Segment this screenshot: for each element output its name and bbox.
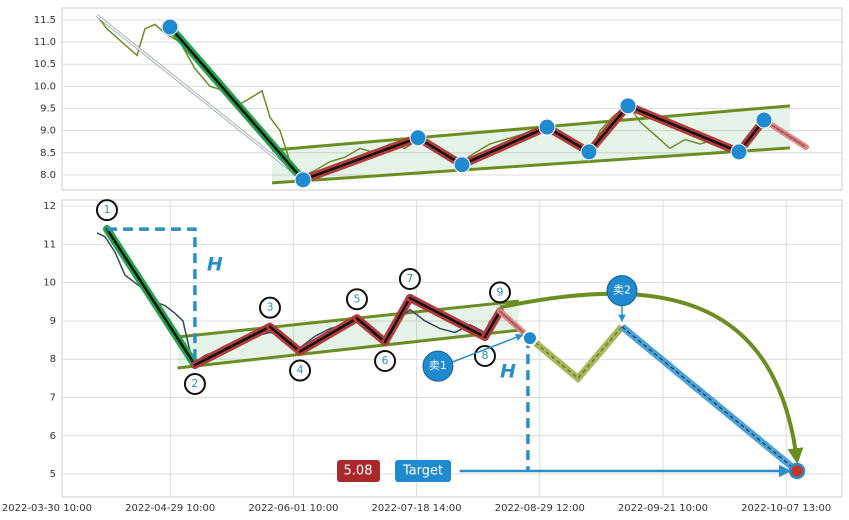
y-tick-label: 10.5 <box>34 59 56 70</box>
y-tick-label: 6 <box>50 431 56 442</box>
y-tick-label: 7 <box>50 392 56 403</box>
y-tick-label: 11.0 <box>34 37 56 48</box>
x-tick-label: 2022-03-30 10:00 <box>2 503 92 514</box>
pivot-dot <box>580 143 598 161</box>
x-tick-label: 2022-04-29 10:00 <box>125 503 215 514</box>
pivot-dot <box>294 171 312 189</box>
zigzag-line <box>460 125 549 167</box>
y-tick-label: 8 <box>50 354 56 365</box>
projection-line <box>529 326 623 380</box>
x-tick-label: 2022-09-21 10:00 <box>618 503 708 514</box>
channel-fill <box>272 105 790 183</box>
pivot-label: 2 <box>191 377 198 390</box>
pivot-label: 4 <box>297 364 304 377</box>
target-box <box>395 459 451 482</box>
y-tick-label: 12 <box>43 201 56 212</box>
pivot-label: 3 <box>266 301 273 314</box>
value-label: 5.08 <box>344 463 373 478</box>
y-tick-label: 8.0 <box>40 170 56 181</box>
pivot-dot <box>755 111 773 129</box>
pivot-dot <box>453 156 471 174</box>
channel-line <box>177 328 520 370</box>
pivot-dot <box>538 118 556 136</box>
pivot-label-circle <box>95 199 118 222</box>
y-tick-label: 10 <box>43 278 56 289</box>
h-label: H <box>500 361 516 383</box>
pivot-label-circle <box>374 349 397 372</box>
pivot-dot <box>730 143 748 161</box>
value-box <box>337 459 380 482</box>
pivot-dot <box>409 129 427 147</box>
sell-label: 卖1 <box>429 359 447 372</box>
bottom-plot-area <box>61 199 843 498</box>
sell-dot <box>521 330 538 347</box>
zigzag-line <box>355 317 387 344</box>
pivot-label-circle <box>398 267 421 290</box>
pivot-label: 7 <box>406 272 413 285</box>
pivot-label: 6 <box>382 354 389 367</box>
pivot-label: 9 <box>496 285 503 298</box>
zigzag-line <box>268 325 302 353</box>
channel-line <box>271 104 791 152</box>
zigzag-line <box>587 104 630 154</box>
y-tick-label: 10.0 <box>34 81 56 92</box>
pivot-label-circle <box>258 296 281 319</box>
channel-line <box>271 146 791 185</box>
h-measure <box>106 227 197 365</box>
y-tick-label: 9.5 <box>40 104 56 115</box>
zigzag-line <box>193 325 272 367</box>
target-label: Target <box>402 463 443 478</box>
projection-arc <box>499 291 804 465</box>
x-tick-label: 2022-10-07 13:00 <box>741 503 831 514</box>
zigzag-line <box>105 227 197 367</box>
zigzag-line <box>383 296 412 344</box>
sell-badge <box>606 275 638 307</box>
channel-fill <box>177 301 519 369</box>
sell-label: 卖2 <box>613 284 631 297</box>
x-tick-label: 2022-07-18 14:00 <box>372 503 462 514</box>
zigzag-line <box>298 317 359 353</box>
pivot-label-circle <box>289 359 312 382</box>
sell-pointer <box>451 333 524 363</box>
pivot-label-circle <box>345 288 368 311</box>
pivot-dot <box>161 18 179 36</box>
y-tick-label: 9.0 <box>40 126 56 137</box>
pivot-label-circle <box>488 281 511 304</box>
y-tick-label: 9 <box>50 316 56 327</box>
y-tick-label: 11.5 <box>34 15 56 26</box>
zigzag-line <box>626 104 741 154</box>
zigzag-line <box>483 310 502 339</box>
x-tick-label: 2022-06-01 10:00 <box>248 503 338 514</box>
y-tick-label: 11 <box>43 239 56 250</box>
sell-badge <box>422 350 454 382</box>
trend-line-core <box>96 14 304 181</box>
pivot-label-circle <box>183 372 206 395</box>
target-dot <box>788 462 806 480</box>
target-path <box>621 326 798 472</box>
pivot-label: 1 <box>103 203 110 216</box>
h-label: H <box>207 254 223 276</box>
zigzag-line <box>301 136 420 182</box>
pivot-label: 8 <box>481 349 488 362</box>
zigzag-line <box>168 25 305 182</box>
zigzag-line <box>408 296 487 339</box>
pivot-label: 5 <box>353 292 360 305</box>
y-tick-label: 5 <box>50 469 56 480</box>
y-tick-label: 8.5 <box>40 148 56 159</box>
pivot-dot <box>619 97 637 115</box>
x-tick-label: 2022-08-29 12:00 <box>495 503 585 514</box>
zigzag-line <box>416 136 464 167</box>
